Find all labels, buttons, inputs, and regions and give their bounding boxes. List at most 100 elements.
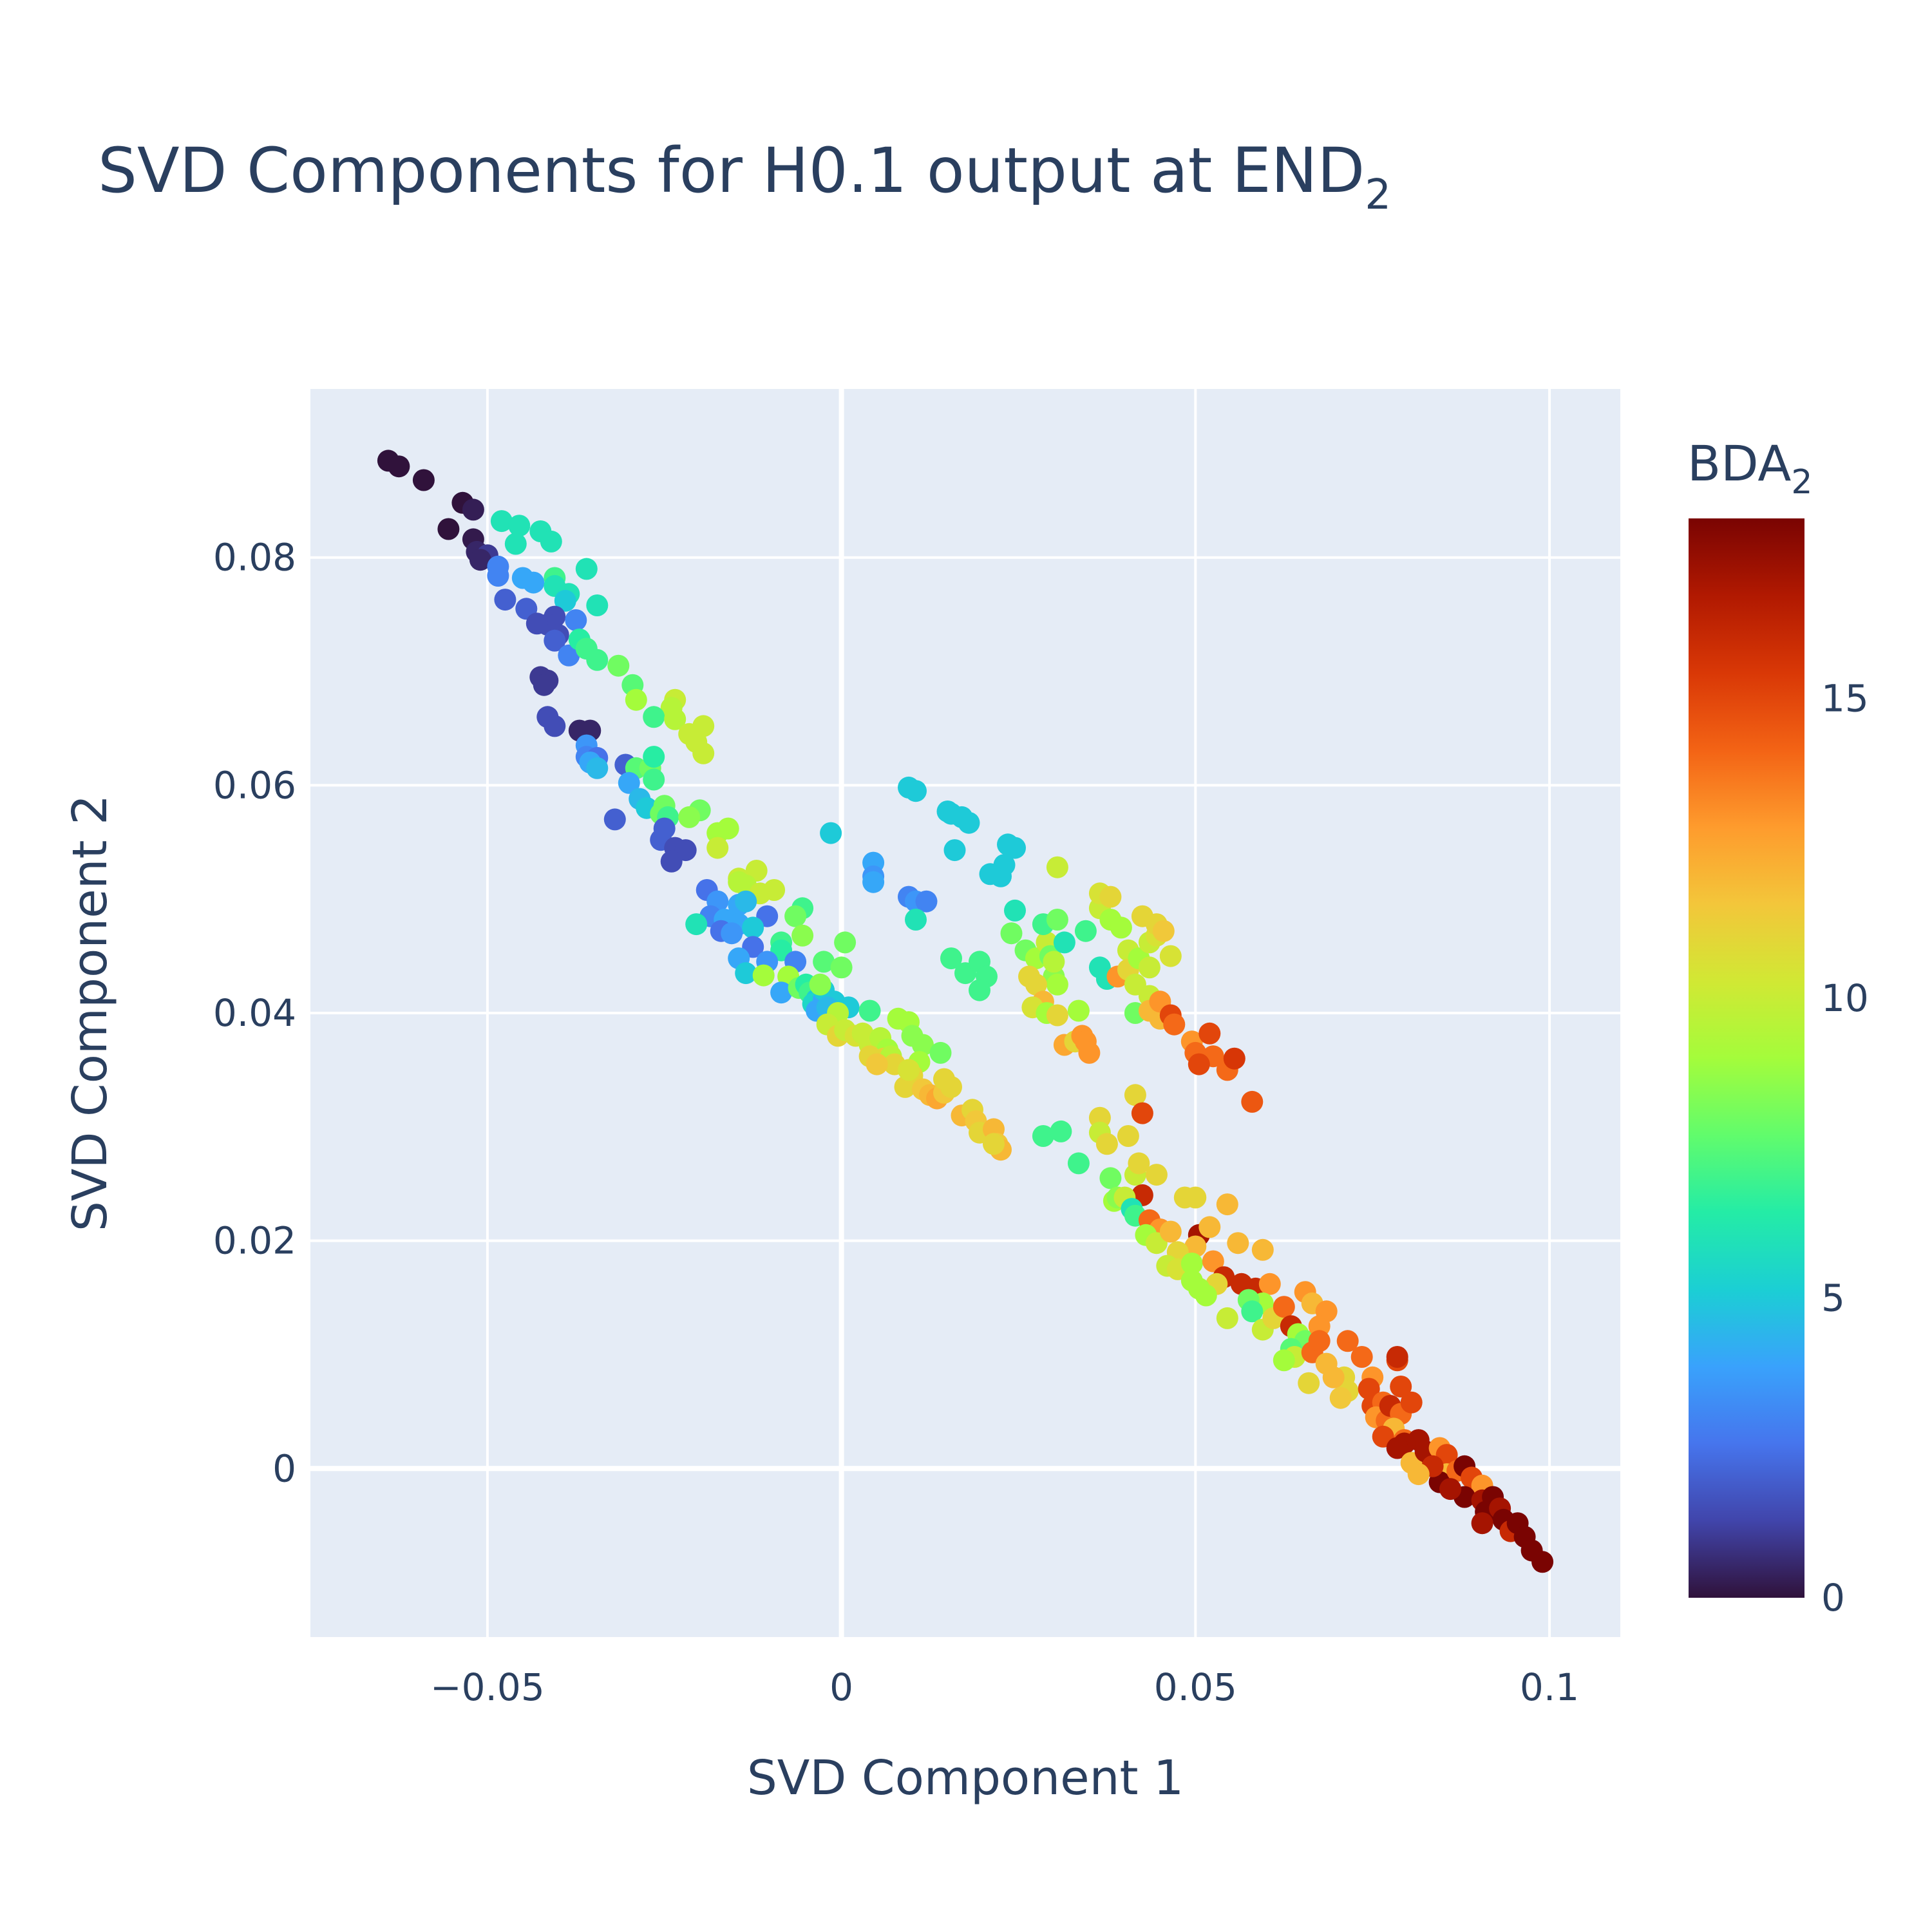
data-point [437, 518, 460, 540]
data-point [1124, 1084, 1146, 1106]
data-point [834, 931, 857, 954]
data-point [643, 746, 665, 768]
data-point [1074, 920, 1097, 942]
data-point [1216, 1307, 1238, 1329]
data-point [1152, 920, 1175, 942]
data-point [678, 806, 701, 828]
data-point [969, 979, 990, 1001]
data-point [526, 612, 548, 635]
data-point [1439, 1478, 1462, 1501]
data-point [1046, 856, 1068, 878]
data-point [1043, 951, 1065, 973]
data-point [1163, 1013, 1186, 1036]
y-tick-label: 0 [272, 1446, 296, 1490]
colorbar-tick-label: 5 [1821, 1276, 1845, 1320]
data-point [929, 1041, 952, 1064]
data-point [412, 469, 435, 491]
data-point [1046, 973, 1068, 996]
data-point [1358, 1378, 1380, 1400]
colorbar-ticks: 0 5 10 15 [1821, 676, 1869, 1620]
data-point [1350, 1346, 1373, 1368]
data-point [898, 1059, 920, 1081]
y-tick-label: 0.08 [213, 536, 296, 580]
colorbar-title-subscript: 2 [1791, 463, 1812, 502]
data-point [1159, 945, 1182, 967]
data-point [586, 594, 609, 616]
data-point [866, 1053, 888, 1075]
data-point [1004, 899, 1026, 922]
chart-title-main: SVD Components for H0.1 output at END [98, 135, 1365, 207]
data-point [660, 850, 683, 873]
data-point [742, 916, 764, 939]
data-point [544, 715, 566, 737]
data-point [1241, 1300, 1264, 1323]
data-point [1032, 1125, 1054, 1147]
data-point [1198, 1022, 1221, 1045]
data-point [958, 811, 980, 834]
x-tick-label: 0.05 [1154, 1665, 1237, 1709]
data-point [905, 909, 927, 931]
colorbar-title-main: BDA [1687, 435, 1791, 492]
data-point [1000, 922, 1023, 945]
data-point [1273, 1296, 1295, 1318]
data-point [643, 768, 665, 791]
data-point [858, 999, 881, 1022]
data-point [1145, 1164, 1168, 1186]
data-point [533, 674, 555, 696]
data-point [1184, 1186, 1207, 1209]
data-point [735, 890, 757, 913]
data-point [544, 629, 566, 652]
x-tick-label: 0.1 [1520, 1665, 1579, 1709]
data-point [1336, 1330, 1359, 1352]
colorbar-tick-label: 15 [1821, 676, 1869, 720]
data-point [1195, 1284, 1217, 1307]
data-point [664, 708, 687, 730]
y-axis-title: SVD Component 2 [62, 795, 118, 1231]
data-point [1308, 1330, 1331, 1352]
x-tick-label: −0.05 [430, 1665, 545, 1709]
data-point [1067, 999, 1090, 1022]
colorbar-tick-label: 0 [1821, 1576, 1845, 1620]
data-point [494, 589, 516, 611]
data-point [1004, 837, 1026, 859]
data-point [933, 1068, 955, 1090]
data-point [1046, 1004, 1068, 1027]
data-point [1131, 1102, 1153, 1124]
data-point [1188, 1053, 1210, 1075]
data-point [586, 757, 609, 779]
x-axis-ticks: −0.05 0 0.05 0.1 [430, 1665, 1579, 1709]
data-point [1180, 1253, 1203, 1274]
data-point [915, 890, 938, 913]
data-point [462, 498, 484, 521]
data-point [1159, 1220, 1182, 1243]
data-point [784, 905, 807, 927]
data-point [706, 837, 729, 859]
colorbar-tick-label: 10 [1821, 976, 1869, 1020]
data-point [1223, 1047, 1245, 1070]
data-point [508, 515, 531, 537]
data-point [586, 649, 609, 671]
data-point [1400, 1391, 1423, 1414]
data-point [1407, 1463, 1430, 1486]
data-point [1251, 1238, 1274, 1261]
data-point [813, 951, 835, 973]
data-point [979, 863, 1001, 886]
data-point [1050, 1120, 1072, 1142]
data-point [1099, 886, 1122, 908]
data-point [1298, 1372, 1320, 1394]
colorbar [1689, 518, 1804, 1598]
data-point [469, 549, 491, 571]
data-point [1390, 1376, 1412, 1397]
data-point [1241, 1090, 1264, 1113]
data-point [912, 1034, 934, 1056]
data-point [1386, 1346, 1408, 1368]
y-axis-ticks: 0 0.02 0.04 0.06 0.08 [213, 536, 296, 1491]
data-point [1117, 1125, 1139, 1147]
data-point [791, 924, 814, 947]
data-point [490, 510, 513, 533]
chart-title-subscript: 2 [1365, 171, 1391, 219]
chart-title: SVD Components for H0.1 output at END2 [98, 135, 1391, 219]
data-point [1329, 1387, 1352, 1409]
data-point [1095, 1133, 1118, 1155]
data-point [558, 644, 580, 667]
